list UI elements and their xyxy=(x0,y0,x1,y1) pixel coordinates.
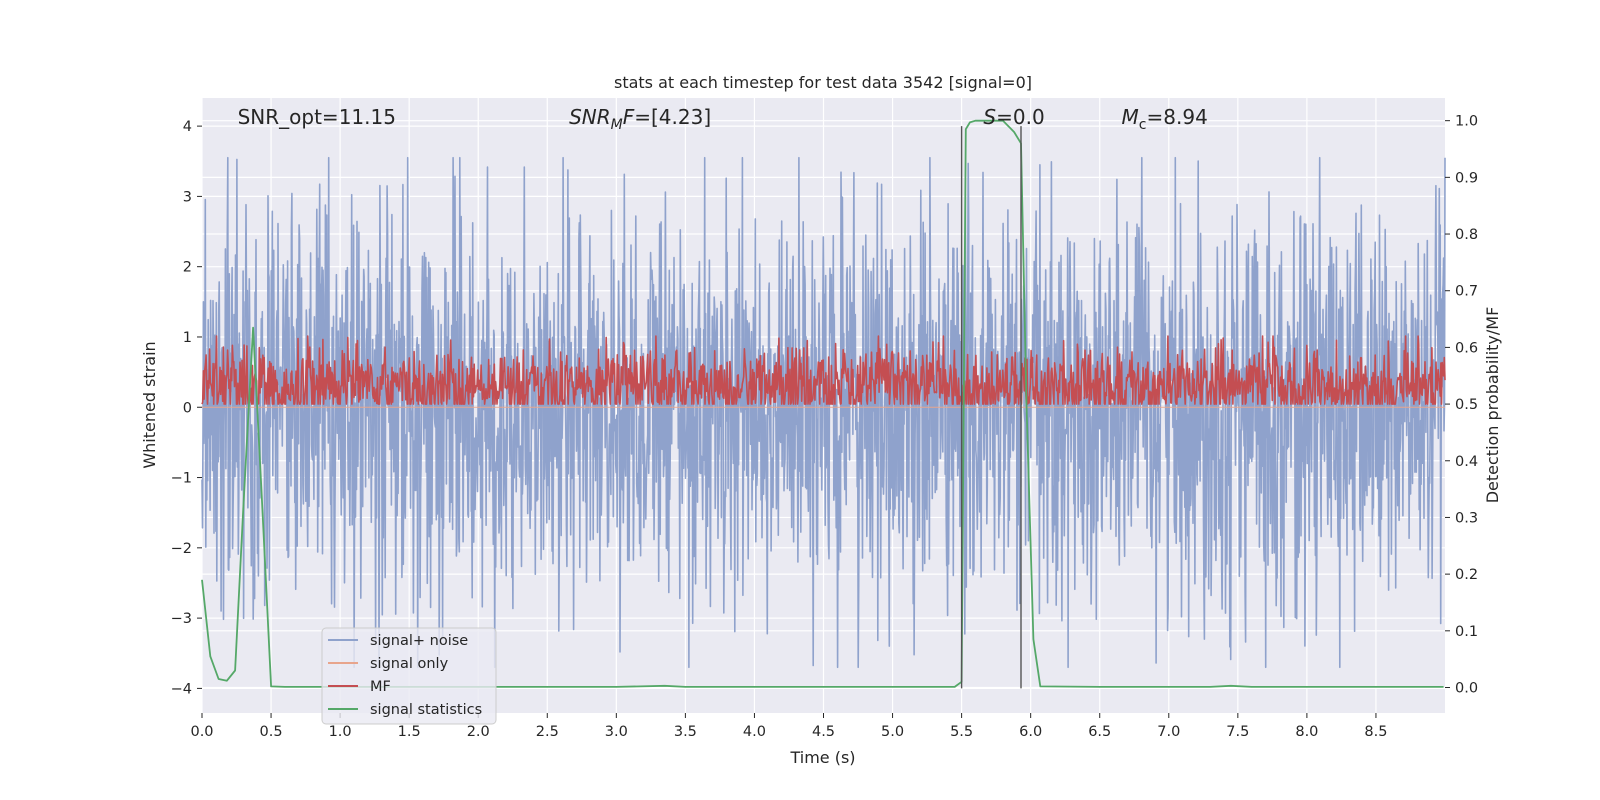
x-tick-label: 0.5 xyxy=(260,724,283,740)
legend: signal+ noise signal only MF signal stat… xyxy=(321,627,497,725)
y-right-tick-label: 1.0 xyxy=(1455,114,1478,130)
x-tick-label: 0.0 xyxy=(190,724,213,740)
y-right-tick-label: 0.7 xyxy=(1455,284,1478,300)
y-right-tick-label: 0.6 xyxy=(1455,340,1478,356)
y-right-tick-label: 0.9 xyxy=(1455,170,1478,186)
x-tick-label: 3.5 xyxy=(674,724,697,740)
x-ticks: 0.0 0.5 1.0 1.5 2.0 2.5 3.0 3.5 4.0 4.5 5.0 5.5 6.0 6… xyxy=(190,713,1387,740)
legend-label-signal-noise: signal+ noise xyxy=(370,633,468,649)
x-tick-label: 2.0 xyxy=(467,724,490,740)
x-tick-label: 7.0 xyxy=(1157,724,1180,740)
y-right-tick-label: 0.1 xyxy=(1455,624,1478,640)
annotation-part: =[4.23] xyxy=(634,105,711,129)
series-mf xyxy=(201,335,1446,405)
x-tick-label: 8.0 xyxy=(1295,724,1318,740)
x-tick-label: 7.5 xyxy=(1226,724,1249,740)
y-ticks-right: 0.0 0.1 0.2 0.3 0.4 0.5 0.6 0.7 0.8 0.9 1.0 xyxy=(1445,114,1478,696)
annotations: SNR_opt=11.15 SNRMF=[4.23] S=0.0 Mc=8.94 xyxy=(238,105,1208,133)
x-tick-label: 4.0 xyxy=(743,724,766,740)
y-right-tick-label: 0.4 xyxy=(1455,454,1478,470)
x-axis-label: Time (s) xyxy=(789,748,855,767)
y-axis-label-left: Whitened strain xyxy=(140,341,159,468)
y-tick-label: 3 xyxy=(183,189,192,205)
annotation-part: M xyxy=(611,117,623,133)
annotation-part: =8.94 xyxy=(1147,105,1208,129)
x-tick-label: 6.5 xyxy=(1088,724,1111,740)
y-right-tick-label: 0.8 xyxy=(1455,227,1478,243)
x-tick-label: 2.5 xyxy=(536,724,559,740)
y-right-tick-label: 0.5 xyxy=(1455,397,1478,413)
annotation-part: M xyxy=(1122,105,1139,129)
y-tick-label: −4 xyxy=(171,681,192,697)
annotation-part: =0.0 xyxy=(996,105,1045,129)
y-right-tick-label: 0.0 xyxy=(1455,680,1478,696)
y-axis-label-right: Detection probability/MF xyxy=(1483,307,1502,504)
annotation-part: SNR xyxy=(569,105,611,129)
x-tick-label: 3.0 xyxy=(605,724,628,740)
annotation-snr-mf: SNRMF=[4.23] xyxy=(569,105,711,133)
x-tick-label: 6.0 xyxy=(1019,724,1042,740)
annotation-part: c xyxy=(1139,117,1147,133)
annotation-snr-opt: SNR_opt=11.15 xyxy=(238,105,396,129)
annotation-s-value: S=0.0 xyxy=(983,105,1044,129)
y-tick-label: −1 xyxy=(171,471,192,487)
x-tick-label: 1.5 xyxy=(398,724,421,740)
y-tick-label: −2 xyxy=(171,541,192,557)
legend-label-signal-statistics: signal statistics xyxy=(370,702,482,718)
legend-label-mf: MF xyxy=(370,679,391,695)
y-ticks-left: −4 −3 −2 −1 0 1 2 3 4 xyxy=(171,119,202,697)
annotation-part: SNR_opt=11.15 xyxy=(238,105,396,129)
annotation-part: S xyxy=(983,105,996,129)
annotation-part: F xyxy=(623,105,635,129)
x-tick-label: 1.0 xyxy=(329,724,352,740)
y-right-tick-label: 0.2 xyxy=(1455,567,1478,583)
chart-title: stats at each timestep for test data 354… xyxy=(614,73,1032,92)
x-tick-label: 4.5 xyxy=(812,724,835,740)
y-right-tick-label: 0.3 xyxy=(1455,510,1478,526)
legend-box xyxy=(321,627,497,725)
plot-area xyxy=(201,119,1446,689)
y-tick-label: 1 xyxy=(183,330,192,346)
y-tick-label: 2 xyxy=(183,260,192,276)
y-tick-label: 0 xyxy=(183,400,192,416)
x-tick-label: 8.5 xyxy=(1364,724,1387,740)
y-tick-label: −3 xyxy=(171,611,192,627)
annotation-chirp-mass: Mc=8.94 xyxy=(1122,105,1208,133)
y-tick-label: 4 xyxy=(183,119,192,135)
legend-label-signal-only: signal only xyxy=(370,656,449,672)
x-tick-label: 5.0 xyxy=(881,724,904,740)
x-tick-label: 5.5 xyxy=(950,724,973,740)
